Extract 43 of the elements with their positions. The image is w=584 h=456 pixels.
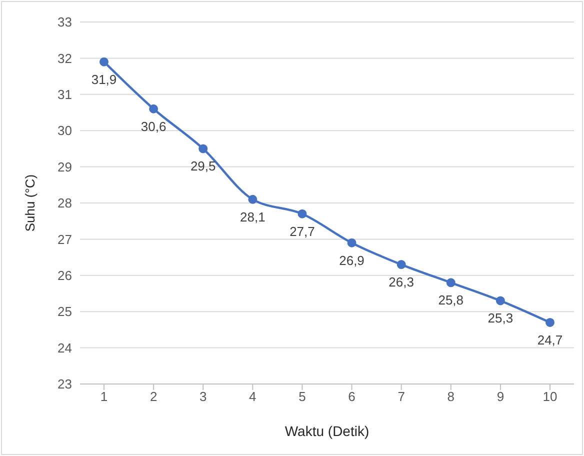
data-label: 26,9 xyxy=(339,252,364,268)
data-label: 28,1 xyxy=(240,209,266,224)
x-tick-label: 8 xyxy=(447,389,455,404)
point xyxy=(347,238,356,248)
point xyxy=(149,104,158,114)
data-label: 25,3 xyxy=(488,310,514,326)
point xyxy=(198,144,208,154)
x-tick-label: 5 xyxy=(298,389,306,404)
y-tick-label: 25 xyxy=(58,304,72,320)
y-tick-label: 30 xyxy=(58,123,72,138)
x-tick-label: 2 xyxy=(150,389,158,404)
data-label: 26,3 xyxy=(388,274,414,290)
data-label: 25,8 xyxy=(438,292,464,308)
y-tick-label: 28 xyxy=(58,196,72,211)
y-tick-label: 27 xyxy=(58,232,72,247)
x-tick-label: 10 xyxy=(542,389,558,404)
point xyxy=(546,318,554,327)
y-tick-label: 24 xyxy=(58,340,72,356)
y-tick-label: 32 xyxy=(58,50,72,66)
y-tick-label: 31 xyxy=(58,87,72,102)
x-axis-title: Waktu (Detik) xyxy=(284,423,370,439)
point xyxy=(100,57,108,66)
x-tick-label: 9 xyxy=(496,389,504,404)
x-tick-label: 6 xyxy=(348,389,356,404)
x-tick-label: 7 xyxy=(398,389,405,404)
data-label: 31,9 xyxy=(91,72,117,87)
x-tick-label: 4 xyxy=(249,389,256,404)
data-label: 27,7 xyxy=(290,224,315,239)
x-tick-label: 3 xyxy=(199,389,207,404)
y-tick-label: 23 xyxy=(58,376,72,392)
y-tick-label: 33 xyxy=(58,14,72,30)
point xyxy=(248,194,258,204)
y-tick-label: 29 xyxy=(58,159,72,174)
point xyxy=(396,260,406,270)
y-axis-title: Suhu (°C) xyxy=(22,174,38,232)
y-tick-label: 26 xyxy=(58,268,72,284)
point xyxy=(298,209,307,218)
data-label: 30,6 xyxy=(140,118,166,134)
point xyxy=(496,296,505,306)
data-label: 29,5 xyxy=(190,158,216,174)
x-tick-label: 1 xyxy=(100,389,108,404)
data-label: 24,7 xyxy=(537,332,563,348)
point xyxy=(446,278,456,288)
